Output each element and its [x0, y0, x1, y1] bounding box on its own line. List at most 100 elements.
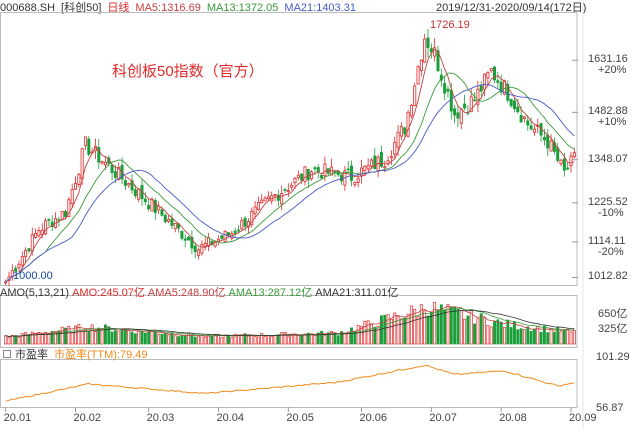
candle	[17, 263, 21, 269]
candle	[346, 168, 350, 171]
amo-bar	[363, 320, 367, 345]
amo-bar	[403, 317, 407, 345]
candle	[266, 196, 270, 199]
amo-bar	[516, 329, 520, 345]
amo-bar	[509, 327, 513, 345]
amo-bar	[416, 315, 420, 345]
candle	[459, 108, 463, 124]
amo-bar	[180, 335, 184, 345]
amo-bar	[17, 336, 21, 345]
candle	[123, 180, 127, 186]
amo-bar	[10, 334, 14, 345]
amo-bar	[473, 323, 477, 345]
amo-bar	[117, 330, 121, 345]
amo-bar	[300, 335, 304, 345]
amo-bar	[150, 330, 154, 345]
pe-title: 市盈率	[15, 349, 48, 361]
amo-bar	[74, 325, 77, 345]
amo-bar	[383, 314, 387, 345]
amo-bar	[183, 335, 187, 345]
stock-name: [科创50]	[61, 2, 102, 14]
amo-bar	[466, 315, 470, 345]
amo-bar	[449, 306, 453, 345]
candle	[167, 219, 171, 222]
candle	[250, 210, 254, 226]
amo-bar	[396, 316, 400, 345]
candle	[542, 136, 546, 141]
amo-bar	[393, 312, 397, 345]
candle	[243, 217, 247, 227]
pane-border-0	[0, 12, 578, 286]
chart-title: 科创板50指数（官方）	[112, 63, 264, 80]
x-axis-label: 20.03	[146, 412, 175, 424]
amo-bar	[67, 325, 71, 345]
candle	[389, 156, 393, 159]
amo-bar	[57, 330, 61, 345]
amo-bar	[419, 304, 423, 345]
candle	[143, 198, 147, 203]
amo-bar	[84, 330, 87, 345]
candle	[486, 72, 490, 79]
pe-box-icon[interactable]	[3, 350, 11, 358]
amo-bar	[30, 331, 34, 345]
amo-bar	[163, 333, 167, 345]
ama13-value: AMA13:287.12亿	[228, 287, 313, 299]
amo-bar	[313, 334, 317, 345]
candle	[103, 161, 107, 166]
candle	[569, 155, 573, 167]
amo-bar	[326, 332, 330, 345]
candle	[403, 127, 407, 135]
amo-bar	[243, 333, 247, 345]
candle	[44, 220, 48, 235]
amo-bar	[197, 335, 200, 345]
amo-bar	[559, 331, 563, 345]
candle	[473, 99, 477, 102]
period-label[interactable]: 日线	[107, 2, 130, 14]
amo-bar	[147, 331, 151, 345]
amo-bar	[459, 310, 463, 345]
amo-bar	[160, 333, 164, 345]
amo-bar	[552, 331, 556, 345]
candle	[493, 66, 497, 81]
pe-axis-label-low: 56.87	[596, 402, 624, 414]
amo-bar	[306, 332, 310, 345]
amo-axis-label-high: 650亿	[598, 308, 628, 320]
amo-bar	[303, 333, 307, 345]
price-axis-label: 1348.07	[588, 152, 628, 165]
price-axis-pct: +10%	[598, 116, 627, 129]
pe-ttm-value: 市盈率(TTM):79.49	[54, 349, 148, 361]
amo-bar	[173, 335, 177, 345]
candle	[296, 174, 300, 179]
amo-bar	[40, 333, 44, 345]
candle	[60, 211, 64, 220]
amo-bar	[44, 332, 48, 345]
amo-bar	[336, 335, 340, 345]
amo-value: AMO:245.07亿	[72, 287, 145, 299]
amo-bar	[290, 334, 294, 345]
candle	[183, 238, 187, 241]
amo-bar	[503, 326, 506, 345]
candle	[20, 256, 24, 266]
candle	[30, 234, 34, 252]
amo-bar	[203, 336, 207, 345]
amo-bar	[137, 328, 141, 345]
candle	[399, 126, 403, 137]
amo-bar	[193, 336, 197, 345]
price-axis-label: 1114.11	[588, 234, 626, 247]
candle	[572, 152, 576, 158]
amo-bar	[37, 331, 41, 345]
candle	[409, 104, 413, 117]
amo-bar	[340, 331, 343, 345]
amo-bar	[270, 335, 274, 345]
candle	[396, 131, 400, 148]
amo-bar	[453, 306, 457, 345]
amo-bar	[406, 313, 410, 345]
candle	[87, 138, 91, 155]
candle	[509, 98, 513, 107]
candle	[463, 103, 467, 109]
amo-bar	[443, 309, 447, 345]
candle	[313, 167, 317, 170]
price-axis-label: 1225.52	[588, 195, 628, 208]
amo-bar	[426, 315, 430, 345]
amo-bar	[376, 325, 380, 345]
